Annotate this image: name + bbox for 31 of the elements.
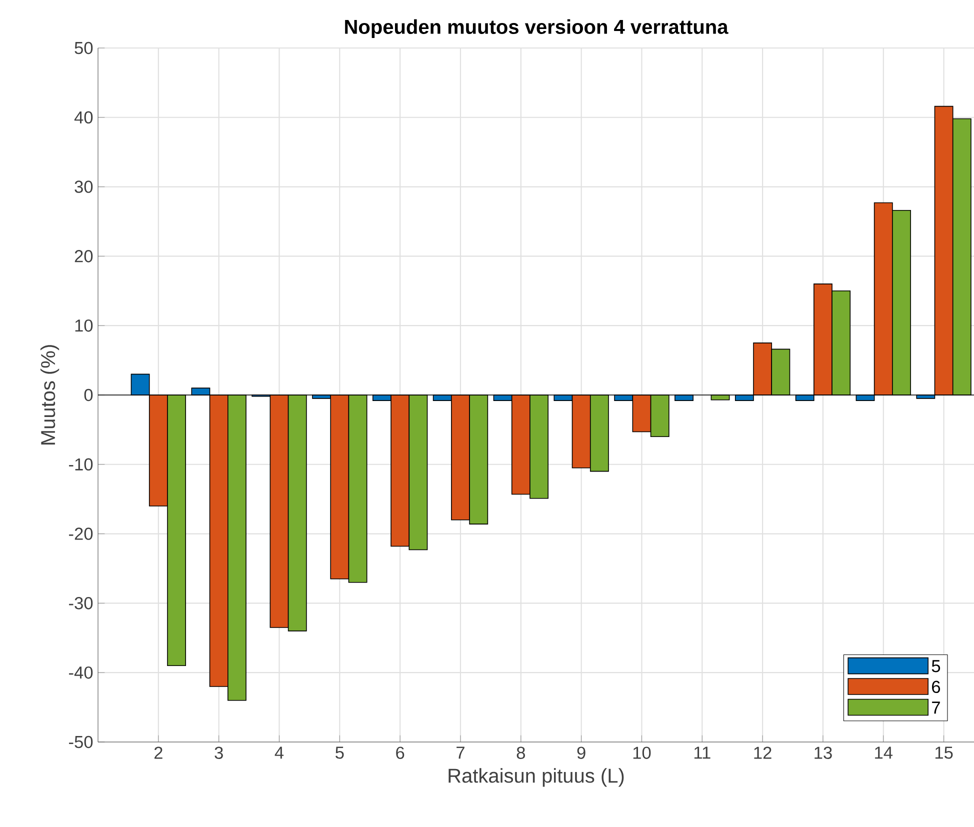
x-axis-title: Ratkaisun pituus (L) — [448, 768, 624, 787]
x-tick-label: 14 — [875, 746, 893, 759]
x-tick-label: 7 — [456, 746, 464, 759]
y-tick-label: 10 — [75, 319, 93, 332]
y-tick-label: 0 — [84, 388, 93, 402]
x-tick-label: 8 — [516, 746, 525, 759]
x-tick-label: 12 — [754, 746, 772, 759]
y-tick-label: 40 — [74, 111, 93, 124]
y-tick-label: -50 — [69, 736, 93, 748]
y-axis-title: Muutos (%) — [40, 345, 60, 444]
x-tick-label: 13 — [814, 746, 832, 759]
chart-title: Nopeuden muutos versioon 4 verrattuna — [345, 19, 728, 38]
x-tick-label: 6 — [396, 746, 404, 759]
legend-label: 7 — [932, 702, 940, 714]
y-tick-label: -10 — [69, 458, 93, 471]
x-tick-label: 5 — [336, 746, 344, 759]
x-tick-label: 10 — [633, 746, 651, 759]
x-tick-label: 3 — [214, 746, 223, 759]
y-tick-label: -20 — [69, 528, 93, 540]
x-tick-label: 9 — [577, 746, 586, 759]
x-tick-label: 4 — [274, 746, 284, 759]
y-tick-label: -40 — [69, 666, 93, 679]
legend-label: 5 — [932, 660, 940, 672]
x-tick-label: 2 — [154, 746, 162, 759]
y-tick-label: -30 — [69, 597, 93, 610]
y-tick-label: 30 — [74, 180, 93, 193]
x-tick-label: 11 — [694, 746, 710, 759]
y-tick-label: 50 — [74, 42, 93, 54]
y-tick-label: 20 — [74, 250, 93, 262]
x-tick-label: 15 — [935, 746, 953, 759]
legend-label: 6 — [932, 680, 940, 694]
